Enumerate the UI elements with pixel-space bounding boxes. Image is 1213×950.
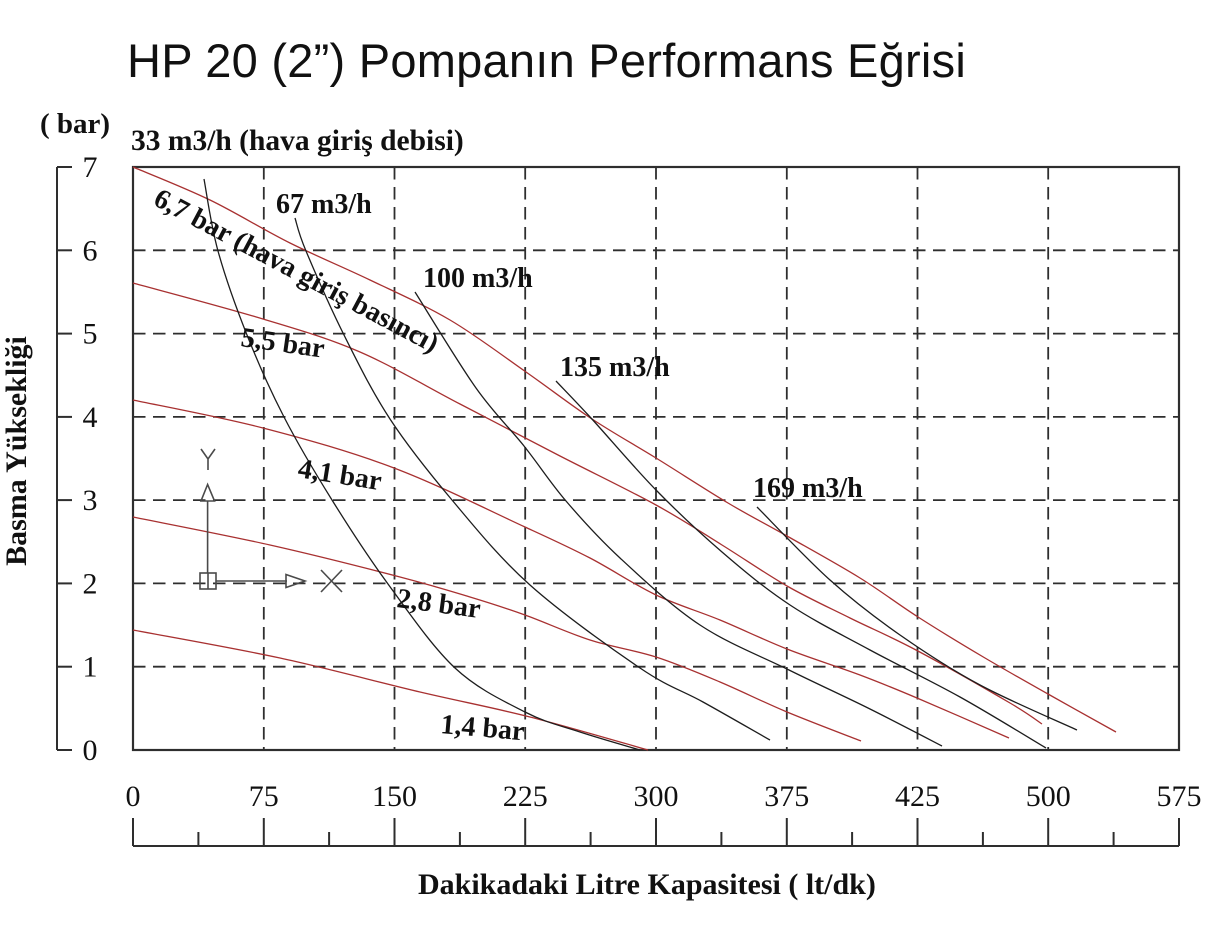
svg-text:575: 575 [1157, 780, 1202, 813]
svg-text:2: 2 [83, 567, 98, 600]
svg-text:0: 0 [126, 780, 141, 813]
svg-text:6: 6 [83, 234, 98, 267]
svg-text:5: 5 [83, 318, 98, 351]
svg-text:100 m3/h: 100 m3/h [423, 263, 533, 294]
svg-text:75: 75 [249, 780, 279, 813]
svg-text:Dakikadaki Litre Kapasitesi (: Dakikadaki Litre Kapasitesi ( lt/dk) [418, 868, 876, 901]
svg-text:3: 3 [83, 484, 98, 517]
svg-text:( bar): ( bar) [40, 108, 110, 140]
svg-text:33 m3/h (hava giriş debisi): 33 m3/h (hava giriş debisi) [131, 125, 464, 157]
svg-text:150: 150 [372, 780, 417, 813]
svg-text:Basma Yüksekliği: Basma Yüksekliği [0, 336, 33, 566]
svg-text:67 m3/h: 67 m3/h [276, 189, 372, 220]
svg-text:300: 300 [634, 780, 679, 813]
svg-text:1,4 bar: 1,4 bar [439, 709, 525, 747]
svg-text:1: 1 [83, 651, 98, 684]
svg-text:500: 500 [1026, 780, 1071, 813]
svg-text:169 m3/h: 169 m3/h [753, 473, 863, 504]
svg-text:135 m3/h: 135 m3/h [560, 352, 670, 383]
svg-text:225: 225 [503, 780, 548, 813]
svg-text:4: 4 [83, 401, 98, 434]
svg-text:HP 20 (2”) Pompanın Performans: HP 20 (2”) Pompanın Performans Eğrisi [127, 34, 966, 87]
svg-text:425: 425 [895, 780, 940, 813]
svg-text:7: 7 [83, 151, 98, 184]
svg-text:375: 375 [764, 780, 809, 813]
svg-text:0: 0 [83, 734, 98, 767]
